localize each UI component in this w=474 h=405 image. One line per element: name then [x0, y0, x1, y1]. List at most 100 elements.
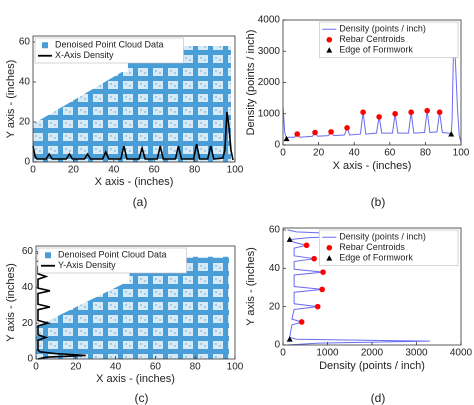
legend-label: Density (points / inch)	[339, 232, 426, 242]
x-tick-label: 100	[227, 165, 244, 176]
x-tick-label: 40	[108, 165, 120, 176]
y-tick-label: 3000	[258, 46, 281, 57]
caption: (c)	[135, 391, 149, 405]
rebar-centroid	[328, 129, 334, 135]
rebar-centroid	[294, 131, 301, 137]
legend-box	[318, 229, 459, 266]
y-tick-label: 20	[22, 318, 34, 329]
y-tick-label: 20	[19, 117, 31, 128]
x-tick-label: 80	[189, 165, 201, 176]
legend-swatch	[42, 42, 48, 49]
caption: (b)	[371, 195, 386, 209]
y-tick-label: 60	[19, 37, 31, 48]
y-tick-label: 40	[269, 263, 281, 274]
caption: (a)	[133, 195, 148, 209]
density-line	[287, 229, 430, 346]
formwork-edge	[283, 135, 290, 142]
axes-frame	[35, 245, 236, 360]
legend-swatch	[326, 47, 333, 53]
x-axis-label: X axis - (inches)	[333, 160, 412, 172]
legend-label: Rebar Centroids	[339, 34, 405, 44]
legend-label: Edge of Formwork	[339, 45, 413, 55]
legend-box	[318, 21, 459, 58]
y-tick-label: 40	[22, 282, 34, 293]
rebar-centroid	[320, 269, 326, 275]
rebar-centroid	[303, 242, 310, 249]
legend-label: Rebar Centroids	[339, 242, 405, 252]
caption: (d)	[371, 391, 386, 405]
legend-box	[34, 37, 184, 64]
legend-label: Density (points / inch)	[339, 24, 426, 34]
y-tick-label: 2000	[258, 77, 281, 88]
formwork-edge	[448, 131, 455, 137]
x-tick-label: 3000	[405, 348, 428, 359]
legend-label: Edge of Formwork	[339, 253, 413, 263]
x-tick-label: 0	[30, 165, 36, 176]
x-tick-label: 20	[313, 148, 325, 159]
rebar-centroid	[424, 107, 430, 114]
y-tick-label: 0	[274, 340, 280, 351]
x-tick-label: 1000	[316, 348, 339, 359]
legend-swatch	[326, 244, 333, 251]
legend-label: Denoised Point Cloud Data	[58, 250, 167, 260]
y-tick-label: 0	[24, 157, 30, 168]
x-axis-label: X axis - (inches)	[95, 176, 174, 188]
x-tick-label: 20	[68, 165, 80, 176]
x-tick-label: 100	[453, 148, 470, 159]
rebar-centroid	[311, 255, 317, 262]
rebar-centroid	[319, 286, 325, 293]
legend-swatch	[326, 255, 333, 261]
x-tick-label: 4000	[450, 348, 473, 359]
y-tick-label: 0	[274, 140, 280, 151]
y-axis-label: Y axis - (inches)	[5, 263, 17, 342]
y-axis-label: Density (points / inch)	[245, 30, 257, 136]
rebar-centroid	[360, 109, 366, 115]
point-cloud	[33, 46, 231, 162]
rebar-centroid	[376, 114, 382, 120]
y-tick-label: 40	[19, 77, 31, 88]
panel: 0 1000 2000 3000 4000 0 20 40 60 Density (points …	[245, 225, 473, 405]
x-tick-label: 0	[280, 348, 286, 359]
point-cloud	[36, 256, 230, 359]
y-tick-label: 1000	[258, 108, 281, 119]
density-line	[282, 29, 462, 143]
x-tick-label: 80	[190, 362, 202, 373]
y-tick-label: 60	[22, 246, 34, 257]
formwork-edge	[286, 336, 293, 342]
rebar-centroid	[314, 303, 321, 310]
legend-swatch	[45, 252, 51, 259]
y-tick-label: 60	[269, 225, 281, 236]
x-axis-label: X axis - (inches)	[96, 373, 175, 385]
x-tick-label: 2000	[361, 348, 384, 359]
x-axis-label: Density (points / inch)	[319, 360, 425, 372]
x-tick-label: 40	[110, 362, 122, 373]
rebar-centroid	[408, 109, 414, 115]
x-tick-label: 40	[349, 148, 361, 159]
y-tick-label: 20	[269, 301, 281, 312]
x-tick-label: 60	[150, 362, 162, 373]
density-line	[32, 111, 234, 161]
legend-label: Denoised Point Cloud Data	[55, 40, 164, 50]
rebar-centroid	[392, 110, 398, 117]
y-axis-label: Y axis - (inches)	[5, 60, 17, 139]
x-tick-label: 20	[70, 362, 82, 373]
legend-box	[37, 247, 187, 274]
x-tick-label: 60	[384, 148, 396, 159]
legend-label: Y-Axis Density	[58, 260, 116, 270]
legend-label: X-Axis Density	[55, 50, 114, 60]
y-tick-label: 4000	[258, 15, 281, 26]
x-tick-label: 60	[149, 165, 161, 176]
axes-frame	[32, 35, 236, 163]
x-tick-label: 100	[227, 362, 244, 373]
rebar-centroid	[312, 129, 318, 136]
rebar-centroid	[344, 125, 350, 131]
formwork-edge	[286, 236, 293, 242]
x-tick-label: 0	[33, 362, 39, 373]
rebar-centroid	[436, 109, 443, 115]
y-tick-label: 0	[27, 354, 33, 365]
y-axis-label: Y axis - (inches)	[245, 247, 257, 326]
